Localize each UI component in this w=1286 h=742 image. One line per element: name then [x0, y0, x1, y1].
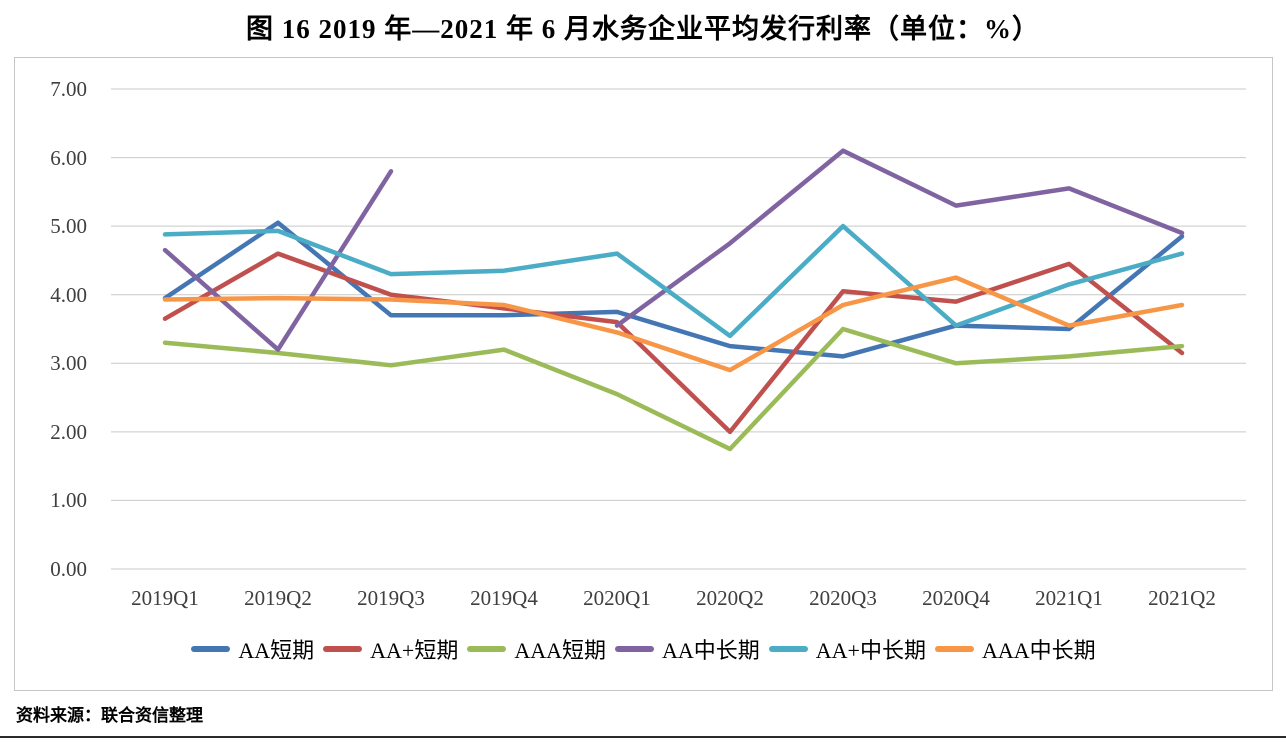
y-axis-label: 1.00 [50, 488, 87, 513]
x-axis-label: 2020Q2 [696, 586, 764, 610]
y-axis-label: 6.00 [50, 145, 87, 170]
series-line [162, 220, 1185, 359]
series-line [162, 251, 1185, 435]
x-axis-label: 2020Q3 [809, 586, 877, 610]
series-line [614, 148, 1185, 328]
y-axis-label: 5.00 [50, 214, 87, 239]
legend-label: AAA短期 [514, 638, 606, 663]
legend-label: AA中长期 [662, 638, 760, 663]
legend-label: AA+中长期 [815, 638, 926, 663]
chart-area: 0.00 1.00 2.00 3.00 4.00 5.00 6.00 7.00 2019Q1 2… [14, 57, 1273, 691]
legend-item: AAA短期 [467, 633, 606, 665]
y-axis-label: 2.00 [50, 419, 87, 444]
source-note: 资料来源：联合资信整理 [16, 706, 203, 725]
bottom-divider [0, 736, 1286, 738]
legend-swatch-icon [768, 646, 808, 652]
legend-item: AA中长期 [615, 633, 760, 665]
x-axis-label: 2019Q4 [470, 586, 538, 610]
y-axis-label: 0.00 [50, 557, 87, 581]
legend-item: AA短期 [191, 633, 314, 665]
x-axis-label: 2020Q4 [922, 586, 990, 610]
x-axis-label: 2020Q1 [583, 586, 651, 610]
legend-label: AA+短期 [370, 638, 459, 663]
series-line [162, 169, 394, 352]
series-line [162, 326, 1185, 452]
series-line [162, 223, 1185, 339]
y-axis-label: 7.00 [50, 77, 87, 101]
legend-item: AAA中长期 [934, 633, 1096, 665]
x-axis-label: 2019Q1 [131, 586, 199, 610]
legend-swatch-icon [934, 646, 974, 652]
y-axis-label: 4.00 [50, 282, 87, 307]
y-axis-label: 3.00 [50, 351, 87, 376]
x-axis-label: 2021Q1 [1035, 586, 1103, 610]
chart-title: 图 16 2019 年—2021 年 6 月水务企业平均发行利率（单位：%） [246, 14, 1040, 44]
legend-item: AA+短期 [323, 633, 458, 665]
legend-swatch-icon [615, 646, 654, 652]
x-axis-label: 2021Q2 [1148, 586, 1216, 610]
legend-item: AA+中长期 [768, 633, 926, 665]
legend-label: AAA中长期 [981, 638, 1096, 663]
line-chart-svg [111, 88, 1246, 570]
legend-swatch-icon [467, 646, 507, 652]
x-axis-label: 2019Q3 [357, 586, 425, 610]
x-axis-label: 2019Q2 [244, 586, 312, 610]
legend-label: AA短期 [238, 638, 315, 663]
legend-swatch-icon [191, 646, 231, 652]
legend-swatch-icon [323, 646, 363, 652]
chart-legend: AA短期 AA+短期 AAA短期 AA中长期 AA+中长期 AAA中长期 [15, 633, 1272, 665]
series-line [162, 275, 1185, 373]
